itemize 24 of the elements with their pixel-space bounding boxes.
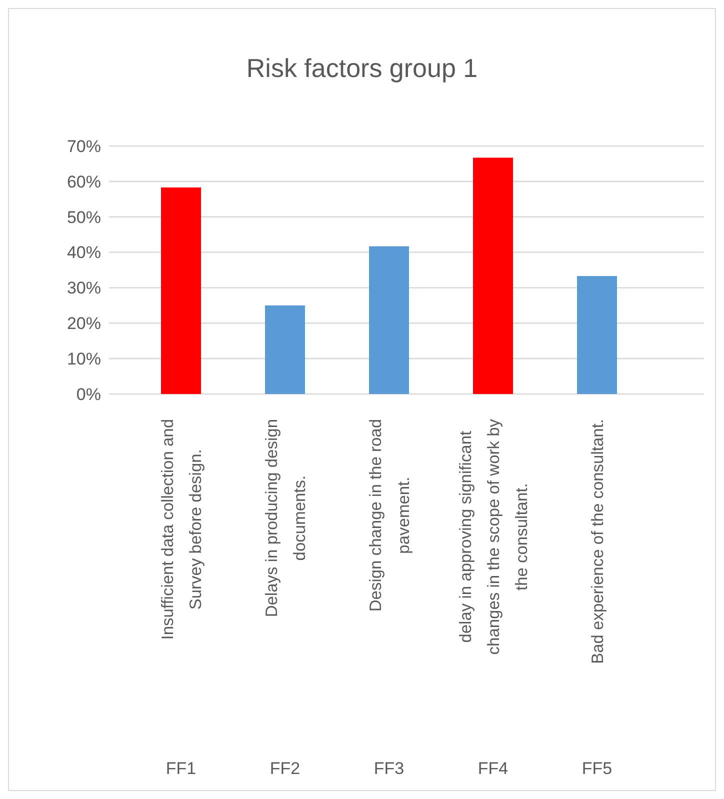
- x-tick-label: Delays in producing design documents.: [262, 419, 309, 618]
- y-tick-label: 30%: [66, 278, 101, 298]
- y-tick-label: 50%: [66, 208, 101, 227]
- bar: [369, 246, 409, 394]
- bar: [161, 187, 201, 394]
- text: FF2: [270, 759, 300, 778]
- x-tick-label: Insufficient data collection and Survey before design.: [158, 418, 205, 640]
- bar: [265, 305, 305, 394]
- y-tick-label: 70%: [66, 136, 101, 156]
- text: FF5: [582, 759, 612, 778]
- bar: [473, 158, 513, 394]
- chart-title: Risk factors group 1: [246, 53, 478, 83]
- y-tick-label: 40%: [66, 243, 101, 262]
- y-tick-label: 60%: [66, 172, 101, 192]
- text: FF3: [374, 759, 404, 778]
- bar: [577, 276, 617, 394]
- y-tick-label: 10%: [66, 350, 101, 369]
- y-tick-label: 0%: [76, 384, 101, 404]
- y-tick-label: 20%: [66, 314, 101, 334]
- x-tick-label: Bad experience of the consultant.: [588, 418, 607, 664]
- text: FF4: [478, 759, 508, 778]
- text: FF1: [166, 759, 196, 778]
- x-tick-label: delay in approving significant changes in the scope of work by the consultant.: [456, 418, 531, 655]
- x-tick-label: Design change in the road pavement.: [366, 418, 413, 612]
